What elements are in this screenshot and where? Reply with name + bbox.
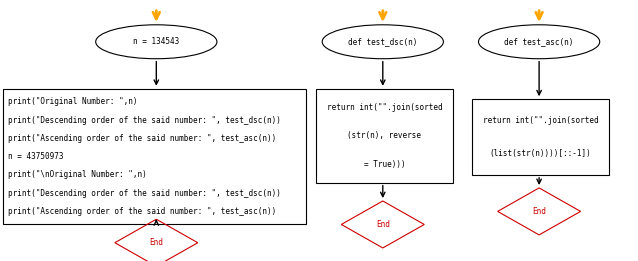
Text: = True))): = True))) bbox=[364, 160, 405, 169]
Text: return int("".join(sorted: return int("".join(sorted bbox=[327, 103, 442, 111]
Text: print("\nOriginal Number: ",n): print("\nOriginal Number: ",n) bbox=[8, 170, 147, 179]
Text: (list(str(n))))[::-1]): (list(str(n))))[::-1]) bbox=[490, 150, 591, 158]
Bar bbox=[3, 89, 306, 224]
Text: print("Ascending order of the said number: ", test_asc(n)): print("Ascending order of the said numbe… bbox=[8, 134, 276, 143]
Text: End: End bbox=[376, 220, 390, 229]
Text: End: End bbox=[149, 238, 163, 247]
Text: End: End bbox=[532, 207, 546, 216]
Text: print("Original Number: ",n): print("Original Number: ",n) bbox=[8, 97, 138, 106]
Bar bbox=[472, 99, 609, 175]
Text: (str(n), reverse: (str(n), reverse bbox=[348, 131, 421, 140]
Text: n = 43750973: n = 43750973 bbox=[8, 152, 64, 161]
Text: n = 134543: n = 134543 bbox=[133, 37, 179, 46]
Text: print("Descending order of the said number: ", test_dsc(n)): print("Descending order of the said numb… bbox=[8, 189, 281, 198]
Bar bbox=[316, 89, 453, 183]
Text: def test_asc(n): def test_asc(n) bbox=[505, 37, 574, 46]
Text: print("Ascending order of the said number: ", test_asc(n)): print("Ascending order of the said numbe… bbox=[8, 207, 276, 216]
Text: print("Descending order of the said number: ", test_dsc(n)): print("Descending order of the said numb… bbox=[8, 116, 281, 124]
Text: def test_dsc(n): def test_dsc(n) bbox=[348, 37, 417, 46]
Text: return int("".join(sorted: return int("".join(sorted bbox=[483, 116, 598, 124]
